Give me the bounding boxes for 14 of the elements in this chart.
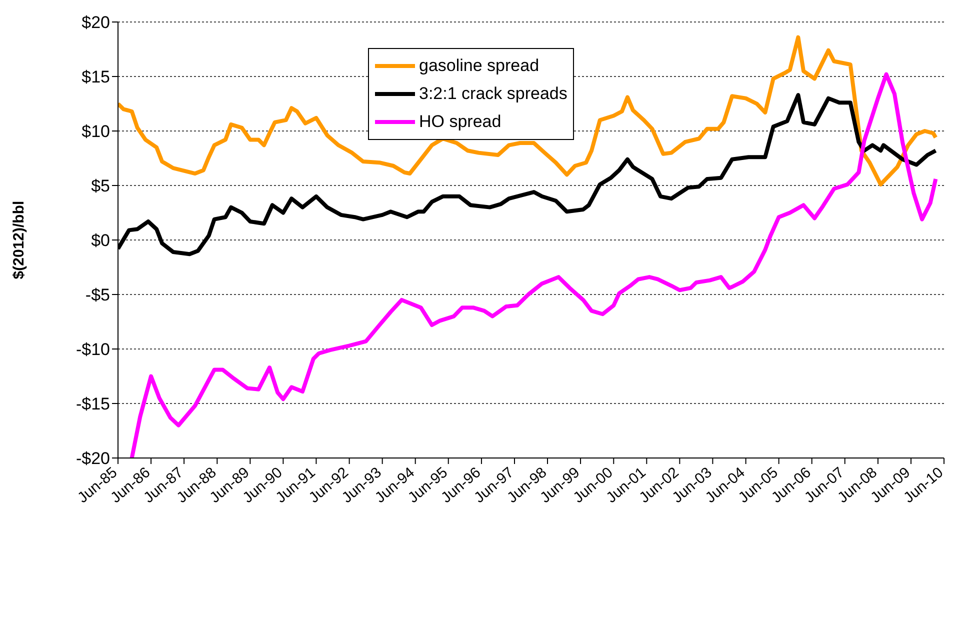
legend-label: 3:2:1 crack spreads <box>419 84 568 104</box>
y-tick-label: -$15 <box>76 394 110 414</box>
y-tick-label: -$5 <box>85 286 110 305</box>
y-axis-title: $(2012)/bbl <box>10 200 28 280</box>
line-series <box>118 35 938 186</box>
legend-label: HO spread <box>419 112 502 132</box>
y-tick-label: $10 <box>82 122 110 142</box>
y-tick-label: $0 <box>91 231 110 250</box>
y-tick-label: $20 <box>82 13 110 32</box>
legend-label: gasoline spread <box>419 56 540 76</box>
y-tick-label: $15 <box>82 68 110 87</box>
y-tick-label: -$10 <box>76 340 110 360</box>
y-tick-label: $5 <box>91 176 110 196</box>
y-tick-label: -$20 <box>76 449 110 468</box>
